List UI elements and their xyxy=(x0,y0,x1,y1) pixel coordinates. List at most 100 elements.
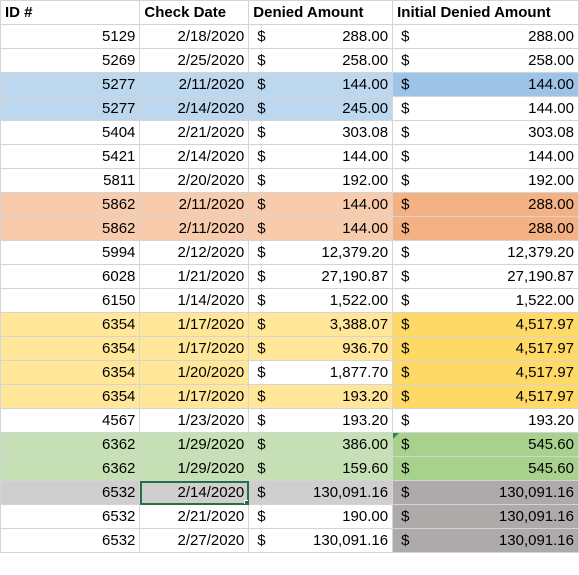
cell-check-date[interactable]: 2/25/2020 xyxy=(139,48,250,73)
cell-initial-currency[interactable]: $ xyxy=(392,168,417,193)
cell-id[interactable]: 6354 xyxy=(0,312,141,337)
cell-initial-amount[interactable]: 130,091.16 xyxy=(416,504,579,529)
cell-initial-amount[interactable]: 130,091.16 xyxy=(416,528,579,553)
cell-initial-currency[interactable]: $ xyxy=(392,312,417,337)
cell-id[interactable]: 5129 xyxy=(0,24,141,49)
cell-check-date[interactable]: 2/11/2020 xyxy=(139,216,250,241)
cell-initial-currency[interactable]: $ xyxy=(392,240,417,265)
cell-initial-amount[interactable]: 303.08 xyxy=(416,120,579,145)
cell-check-date[interactable]: 2/11/2020 xyxy=(139,72,250,97)
cell-id[interactable]: 5421 xyxy=(0,144,141,169)
cell-denied-amount[interactable]: 193.20 xyxy=(272,408,394,433)
cell-denied-currency[interactable]: $ xyxy=(248,72,273,97)
cell-initial-currency[interactable]: $ xyxy=(392,360,417,385)
cell-denied-currency[interactable]: $ xyxy=(248,456,273,481)
cell-initial-currency[interactable]: $ xyxy=(392,528,417,553)
cell-denied-currency[interactable]: $ xyxy=(248,120,273,145)
cell-denied-currency[interactable]: $ xyxy=(248,408,273,433)
active-cell[interactable]: 2/14/2020 xyxy=(139,480,250,505)
header-denied-amount[interactable]: Denied Amount xyxy=(248,0,394,25)
cell-denied-amount[interactable]: 193.20 xyxy=(272,384,394,409)
fill-handle[interactable] xyxy=(244,500,248,504)
cell-id[interactable]: 6354 xyxy=(0,336,141,361)
cell-denied-amount[interactable]: 386.00 xyxy=(272,432,394,457)
cell-initial-amount[interactable]: 27,190.87 xyxy=(416,264,579,289)
cell-denied-currency[interactable]: $ xyxy=(248,504,273,529)
cell-initial-currency[interactable]: $ xyxy=(392,192,417,217)
cell-denied-currency[interactable]: $ xyxy=(248,240,273,265)
cell-initial-amount[interactable]: 144.00 xyxy=(416,72,579,97)
cell-id[interactable]: 6362 xyxy=(0,456,141,481)
cell-initial-currency[interactable]: $ xyxy=(392,480,417,505)
cell-check-date[interactable]: 2/18/2020 xyxy=(139,24,250,49)
cell-check-date[interactable]: 1/17/2020 xyxy=(139,336,250,361)
header-initial-denied-amount[interactable]: Initial Denied Amount xyxy=(392,0,579,25)
cell-check-date[interactable]: 2/27/2020 xyxy=(139,528,250,553)
cell-id[interactable]: 5811 xyxy=(0,168,141,193)
cell-id[interactable]: 5277 xyxy=(0,72,141,97)
cell-denied-currency[interactable]: $ xyxy=(248,216,273,241)
cell-id[interactable]: 5994 xyxy=(0,240,141,265)
cell-id[interactable]: 5862 xyxy=(0,192,141,217)
cell-denied-amount[interactable]: 144.00 xyxy=(272,216,394,241)
cell-initial-amount[interactable]: 192.00 xyxy=(416,168,579,193)
cell-check-date[interactable]: 1/14/2020 xyxy=(139,288,250,313)
cell-denied-amount[interactable]: 130,091.16 xyxy=(272,528,394,553)
cell-initial-currency[interactable]: $ xyxy=(392,120,417,145)
cell-denied-amount[interactable]: 303.08 xyxy=(272,120,394,145)
cell-check-date[interactable]: 2/14/2020 xyxy=(139,144,250,169)
cell-denied-currency[interactable]: $ xyxy=(248,48,273,73)
cell-check-date[interactable]: 1/23/2020 xyxy=(139,408,250,433)
cell-initial-currency[interactable]: $ xyxy=(392,24,417,49)
cell-denied-currency[interactable]: $ xyxy=(248,144,273,169)
cell-denied-currency[interactable]: $ xyxy=(248,336,273,361)
cell-check-date[interactable]: 1/17/2020 xyxy=(139,312,250,337)
header-id[interactable]: ID # xyxy=(0,0,141,25)
cell-initial-currency[interactable]: $ xyxy=(392,288,417,313)
cell-denied-amount[interactable]: 288.00 xyxy=(272,24,394,49)
cell-denied-amount[interactable]: 3,388.07 xyxy=(272,312,394,337)
cell-check-date[interactable]: 2/21/2020 xyxy=(139,504,250,529)
cell-denied-amount[interactable]: 190.00 xyxy=(272,504,394,529)
cell-check-date[interactable]: 1/29/2020 xyxy=(139,456,250,481)
cell-denied-amount[interactable]: 936.70 xyxy=(272,336,394,361)
cell-initial-currency[interactable]: $ xyxy=(392,216,417,241)
cell-denied-currency[interactable]: $ xyxy=(248,384,273,409)
cell-check-date[interactable]: 1/21/2020 xyxy=(139,264,250,289)
header-check-date[interactable]: Check Date xyxy=(139,0,250,25)
cell-id[interactable]: 5404 xyxy=(0,120,141,145)
cell-denied-currency[interactable]: $ xyxy=(248,480,273,505)
cell-denied-currency[interactable]: $ xyxy=(248,288,273,313)
cell-check-date[interactable]: 1/29/2020 xyxy=(139,432,250,457)
cell-id[interactable]: 6354 xyxy=(0,384,141,409)
cell-denied-amount[interactable]: 245.00 xyxy=(272,96,394,121)
cell-initial-currency[interactable]: $ xyxy=(392,456,417,481)
cell-check-date[interactable]: 2/12/2020 xyxy=(139,240,250,265)
cell-check-date[interactable]: 2/20/2020 xyxy=(139,168,250,193)
cell-id[interactable]: 5862 xyxy=(0,216,141,241)
cell-initial-amount[interactable]: 545.60 xyxy=(416,432,579,457)
cell-initial-currency[interactable]: $ xyxy=(392,48,417,73)
cell-id[interactable]: 6354 xyxy=(0,360,141,385)
cell-initial-amount[interactable]: 288.00 xyxy=(416,192,579,217)
cell-denied-currency[interactable]: $ xyxy=(248,528,273,553)
cell-denied-amount[interactable]: 144.00 xyxy=(272,144,394,169)
cell-initial-amount[interactable]: 1,522.00 xyxy=(416,288,579,313)
cell-id[interactable]: 6532 xyxy=(0,504,141,529)
cell-initial-currency[interactable]: $ xyxy=(392,264,417,289)
cell-initial-currency[interactable]: $ xyxy=(392,72,417,97)
cell-check-date[interactable]: 1/17/2020 xyxy=(139,384,250,409)
cell-initial-amount[interactable]: 144.00 xyxy=(416,144,579,169)
cell-id[interactable]: 4567 xyxy=(0,408,141,433)
cell-check-date[interactable]: 1/20/2020 xyxy=(139,360,250,385)
cell-initial-currency[interactable]: $ xyxy=(392,504,417,529)
cell-id[interactable]: 5277 xyxy=(0,96,141,121)
cell-initial-currency[interactable]: $ xyxy=(392,432,417,457)
cell-denied-amount[interactable]: 144.00 xyxy=(272,192,394,217)
cell-denied-currency[interactable]: $ xyxy=(248,264,273,289)
cell-denied-amount[interactable]: 27,190.87 xyxy=(272,264,394,289)
cell-initial-amount[interactable]: 4,517.97 xyxy=(416,360,579,385)
cell-initial-amount[interactable]: 130,091.16 xyxy=(416,480,579,505)
cell-denied-amount[interactable]: 159.60 xyxy=(272,456,394,481)
cell-denied-currency[interactable]: $ xyxy=(248,96,273,121)
